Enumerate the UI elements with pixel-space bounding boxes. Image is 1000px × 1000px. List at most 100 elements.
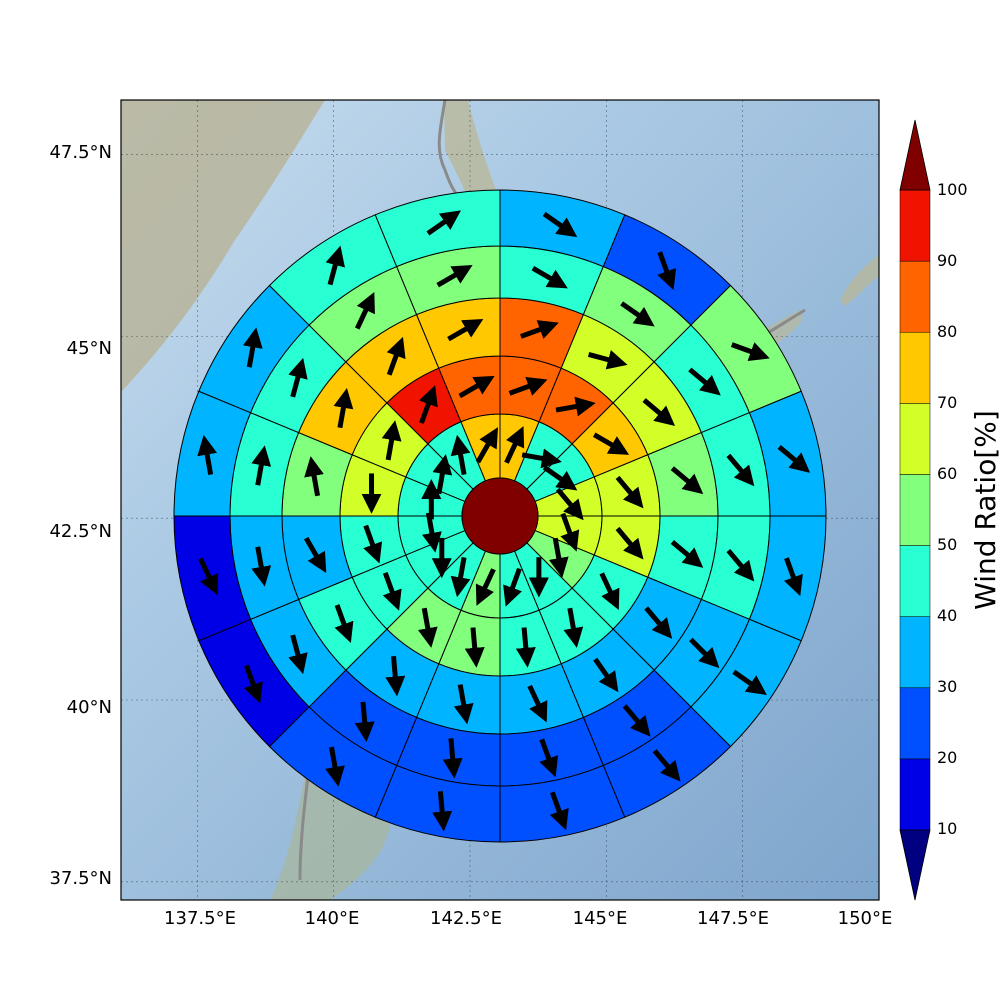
wind-arrow (615, 526, 644, 560)
wind-arrow (560, 512, 580, 552)
wind-arrow (622, 704, 651, 737)
colorbar-bin (899, 403, 931, 475)
colorbar-tick-label: 10 (937, 819, 957, 838)
wind-arrow (555, 396, 596, 417)
colorbar-tick-label: 60 (937, 464, 957, 483)
wind-arrow (453, 684, 474, 725)
wind-arrow (563, 607, 584, 648)
lon-tick-label: 147.5°E (697, 908, 769, 929)
colorbar-title: Wind Ratio[%] (969, 410, 1000, 610)
wind-arrow (475, 427, 499, 464)
lat-tick-label: 37.5°N (49, 868, 112, 889)
wind-arrow (417, 607, 438, 648)
wind-arrow (198, 557, 219, 596)
wind-arrow (442, 738, 463, 779)
wind-arrow (515, 627, 536, 668)
wind-arrow (520, 320, 559, 339)
wind-arrow (325, 746, 345, 787)
wind-arrow (385, 655, 406, 697)
wind-arrow (726, 453, 755, 487)
wind-arrow (592, 432, 630, 455)
wind-arrow (458, 375, 495, 399)
colorbar-tick-label: 40 (937, 606, 957, 625)
wind-arrow (599, 572, 620, 610)
wind-arrow (386, 336, 406, 376)
wind-direction-arrows (197, 210, 811, 832)
wind-arrow (593, 657, 619, 693)
wind-arrow (432, 454, 453, 495)
wind-arrow (242, 327, 263, 368)
wind-arrow (288, 357, 308, 398)
wind-arrow (615, 475, 644, 509)
colorbar-tick-label: 30 (937, 677, 957, 696)
wind-arrow (657, 251, 677, 291)
colorbar-under-triangle (899, 829, 931, 901)
wind-arrow (730, 342, 770, 361)
wind-arrow (381, 420, 402, 461)
colorbar-tick-label: 100 (937, 180, 968, 199)
land-mainland-asia (121, 100, 325, 392)
colorbar: 10 20 30 40 50 60 70 80 90 100 Wind Rati… (899, 119, 1000, 901)
wind-arrow (784, 557, 803, 597)
land-kamchatka-tip (840, 255, 879, 306)
wind-arrow (620, 301, 655, 327)
wind-arrow (732, 669, 767, 695)
wind-arrow (549, 791, 569, 831)
wind-arrow (288, 634, 308, 675)
latitude-tick-labels: 47.5°N 45°N 42.5°N 40°N 37.5°N (49, 142, 112, 889)
colorbar-tick-label: 20 (937, 748, 957, 767)
wind-arrow (447, 318, 484, 342)
wind-arrow (418, 385, 438, 424)
lat-tick-label: 47.5°N (49, 142, 112, 163)
colorbar-bin (899, 758, 931, 831)
wind-arrow (334, 604, 354, 643)
wind-arrow (777, 445, 811, 473)
wind-arrow (251, 546, 272, 587)
wind-arrow (652, 749, 681, 782)
colorbar-bins (899, 189, 931, 831)
lon-tick-label: 142.5°E (430, 908, 502, 929)
colorbar-over-triangle (899, 119, 931, 191)
wind-arrow (504, 426, 525, 464)
wind-arrow (531, 266, 568, 289)
wind-arrow (542, 211, 578, 238)
center-core-disc (461, 477, 539, 555)
wind-arrow (642, 398, 676, 427)
colorbar-tick-label: 50 (937, 535, 957, 554)
wind-arrow (303, 536, 327, 574)
lat-tick-label: 45°N (67, 338, 112, 359)
colorbar-bin (899, 331, 931, 404)
wind-arrow (548, 537, 569, 578)
colorbar-bin (899, 687, 931, 760)
colorbar-bin (899, 474, 931, 546)
wind-arrow (726, 548, 755, 582)
wind-arrow (243, 664, 263, 704)
wind-arrow (503, 567, 522, 607)
colorbar-bin (899, 189, 931, 262)
wind-arrow (450, 557, 471, 598)
wind-arrow (539, 738, 559, 778)
wind-arrow (688, 367, 721, 396)
wind-arrow (304, 456, 324, 497)
map-frame (120, 99, 880, 901)
wind-arrow (197, 434, 217, 476)
colorbar-bin (899, 616, 931, 689)
wind-arrow (527, 684, 548, 723)
wind-arrow (432, 791, 453, 832)
wind-arrow (475, 568, 496, 606)
wind-arrow (382, 571, 402, 611)
lon-tick-label: 150°E (838, 908, 893, 929)
colorbar-bin (899, 260, 931, 333)
colorbar-tick-labels: 10 20 30 40 50 60 70 80 90 100 (937, 180, 968, 838)
lon-tick-label: 145°E (573, 908, 628, 929)
wind-arrow (689, 637, 720, 669)
colorbar-bin (899, 545, 931, 617)
wind-arrow (555, 487, 584, 521)
colorbar-tick-label: 70 (937, 393, 957, 412)
wind-arrow (325, 245, 345, 286)
wind-arrow (521, 448, 562, 469)
wind-arrow (644, 606, 673, 639)
colorbar-tick-label: 80 (937, 322, 957, 341)
wind-arrow (670, 540, 704, 568)
